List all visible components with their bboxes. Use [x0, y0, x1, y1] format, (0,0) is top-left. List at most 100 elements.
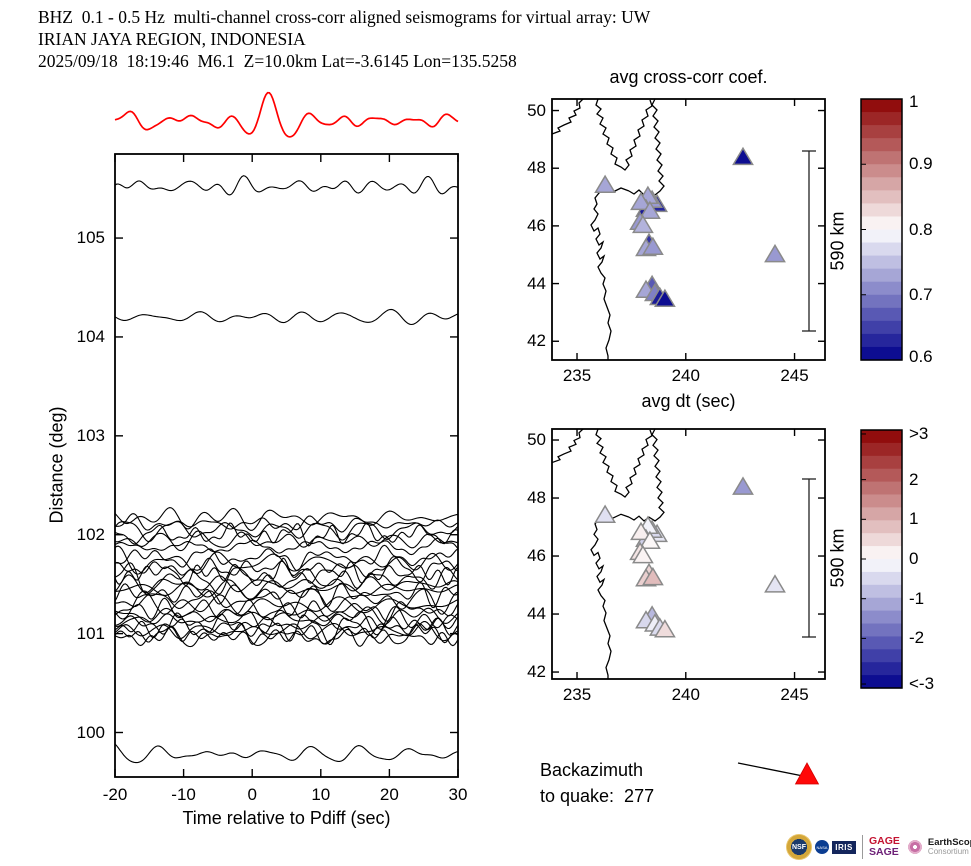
seismo-y-tick-label: 105: [76, 228, 105, 248]
seismogram-trace: [114, 507, 459, 531]
coastline: [551, 98, 584, 135]
colorbar-dt-tick-label: 2: [909, 469, 919, 489]
station-marker: [631, 214, 654, 234]
map-dt-panel-y-tick-label: 42: [527, 662, 546, 682]
seismogram-trace: [114, 621, 459, 642]
colorbar-cc: [860, 98, 903, 361]
map-dt-title: avg dt (sec): [641, 391, 736, 411]
nasa-logo-icon: NASA: [815, 840, 829, 854]
sage-logo-text: SAGE: [869, 846, 899, 858]
seismogram-trace: [114, 743, 459, 764]
colorbar-dt-tick-label: 0: [909, 549, 919, 568]
backazimuth-arrow: [737, 762, 820, 785]
seismogram-trace: [114, 579, 459, 600]
map-cc-panel-y-tick-label: 44: [527, 273, 546, 293]
seismo-x-tick-label: 30: [448, 785, 468, 804]
colorbar-dt-tick-label: <-3: [909, 674, 935, 694]
colorbar-cc-tick-label: 0.8: [909, 219, 933, 239]
iris-logo-icon: IRIS: [832, 840, 856, 854]
station-marker: [630, 191, 652, 211]
seismogram-panel: [114, 91, 459, 778]
seismogram-trace: [114, 537, 459, 556]
station-marker: [653, 619, 676, 638]
seismogram-trace: [114, 597, 459, 622]
array-stack-trace: [114, 91, 459, 138]
title-line-1: BHZ 0.1 - 0.5 Hz multi-channel cross-cor…: [38, 7, 651, 27]
colorbar-cc-tick-label: 1: [909, 92, 919, 111]
map-dt-panel-y-tick-label: 46: [527, 546, 546, 566]
earthscope-logo-sub: Consortium: [927, 847, 969, 856]
map-cc-panel-y-tick-label: 48: [527, 158, 546, 178]
station-marker: [732, 146, 754, 166]
station-marker: [630, 521, 652, 541]
coastline: [590, 187, 630, 360]
map-cc-panel: [551, 98, 826, 361]
seismo-y-tick-label: 104: [76, 326, 105, 346]
colorbar-cc-tick-label: 0.6: [909, 347, 933, 366]
seismogram-trace: [114, 308, 459, 326]
station-marker: [594, 174, 617, 194]
station-marker: [638, 530, 661, 550]
station-marker: [641, 566, 664, 586]
gage-logo-text: GAGE: [869, 835, 900, 847]
seismogram-trace: [114, 521, 459, 543]
station-marker: [594, 504, 617, 523]
earthscope-logo-name: EarthScope: [927, 837, 971, 848]
seismo-y-tick-label: 102: [76, 524, 105, 544]
seismogram-trace: [114, 606, 459, 625]
map-dt-panel-y-tick-label: 44: [527, 604, 546, 624]
map-dt-panel-x-tick-label: 235: [562, 685, 592, 704]
map-dt-panel-x-tick-label: 245: [780, 685, 809, 704]
earthscope-logo-icon: [906, 839, 923, 855]
logo-strip: NSF NASA IRIS GAGE SAGE EarthScope Conso…: [786, 832, 971, 862]
station-marker: [732, 476, 754, 495]
backazimuth-label-line2: to quake: 277: [540, 786, 655, 806]
map-cc-scalebar-label: 590 km: [827, 211, 848, 271]
seismo-y-tick-label: 100: [76, 722, 105, 742]
backazimuth-station-marker: [794, 762, 820, 785]
seismogram-trace: [114, 530, 459, 552]
coastline: [595, 428, 653, 498]
seismo-xlabel: Time relative to Pdiff (sec): [182, 808, 391, 828]
coastline: [595, 98, 653, 171]
station-marker: [631, 544, 654, 564]
seismo-x-tick-label: 0: [247, 785, 257, 804]
seismogram-trace: [114, 625, 459, 648]
station-marker: [641, 236, 664, 256]
seismogram-trace: [114, 612, 459, 635]
colorbar-cc-tick-label: 0.9: [909, 154, 933, 174]
colorbar-dt-tick-label: 1: [909, 509, 919, 529]
backazimuth-line: [737, 762, 804, 777]
map-cc-panel-x-tick-label: 235: [562, 366, 592, 385]
map-cc-panel-y-tick-label: 42: [527, 331, 546, 351]
station-marker: [764, 574, 786, 593]
seismogram-trace: [114, 562, 459, 595]
seismo-y-tick-label: 103: [76, 425, 105, 445]
seismogram-trace: [114, 557, 459, 587]
coastline: [551, 428, 584, 464]
map-cc-panel-x-tick-label: 245: [780, 366, 809, 385]
coastline: [590, 513, 630, 680]
map-cc-panel-y-tick-label: 50: [527, 100, 546, 120]
colorbar-dt-tick-label: >3: [909, 423, 929, 443]
seismogram-trace: [114, 622, 459, 645]
backazimuth-label-line1: Backazimuth: [540, 760, 644, 780]
title-line-3: 2025/09/18 18:19:46 M6.1 Z=10.0km Lat=-3…: [38, 51, 517, 71]
seismogram-trace: [114, 513, 459, 533]
station-marker: [638, 200, 661, 220]
map-cc-panel-x-tick-label: 240: [671, 366, 700, 385]
colorbar-dt: [860, 429, 903, 689]
seismogram-trace: [114, 606, 459, 636]
seismo-x-tick-label: -10: [171, 785, 196, 804]
title-line-2: IRIAN JAYA REGION, INDONESIA: [38, 29, 306, 49]
seismogram-trace: [114, 522, 459, 547]
station-marker: [764, 243, 786, 263]
map-dt-panel: [551, 428, 826, 680]
seismogram-trace: [114, 574, 459, 594]
seismogram-trace: [114, 175, 459, 196]
colorbar-dt-tick-label: -1: [909, 588, 925, 608]
logo-divider: [862, 835, 863, 859]
seismo-y-tick-label: 101: [76, 623, 105, 643]
